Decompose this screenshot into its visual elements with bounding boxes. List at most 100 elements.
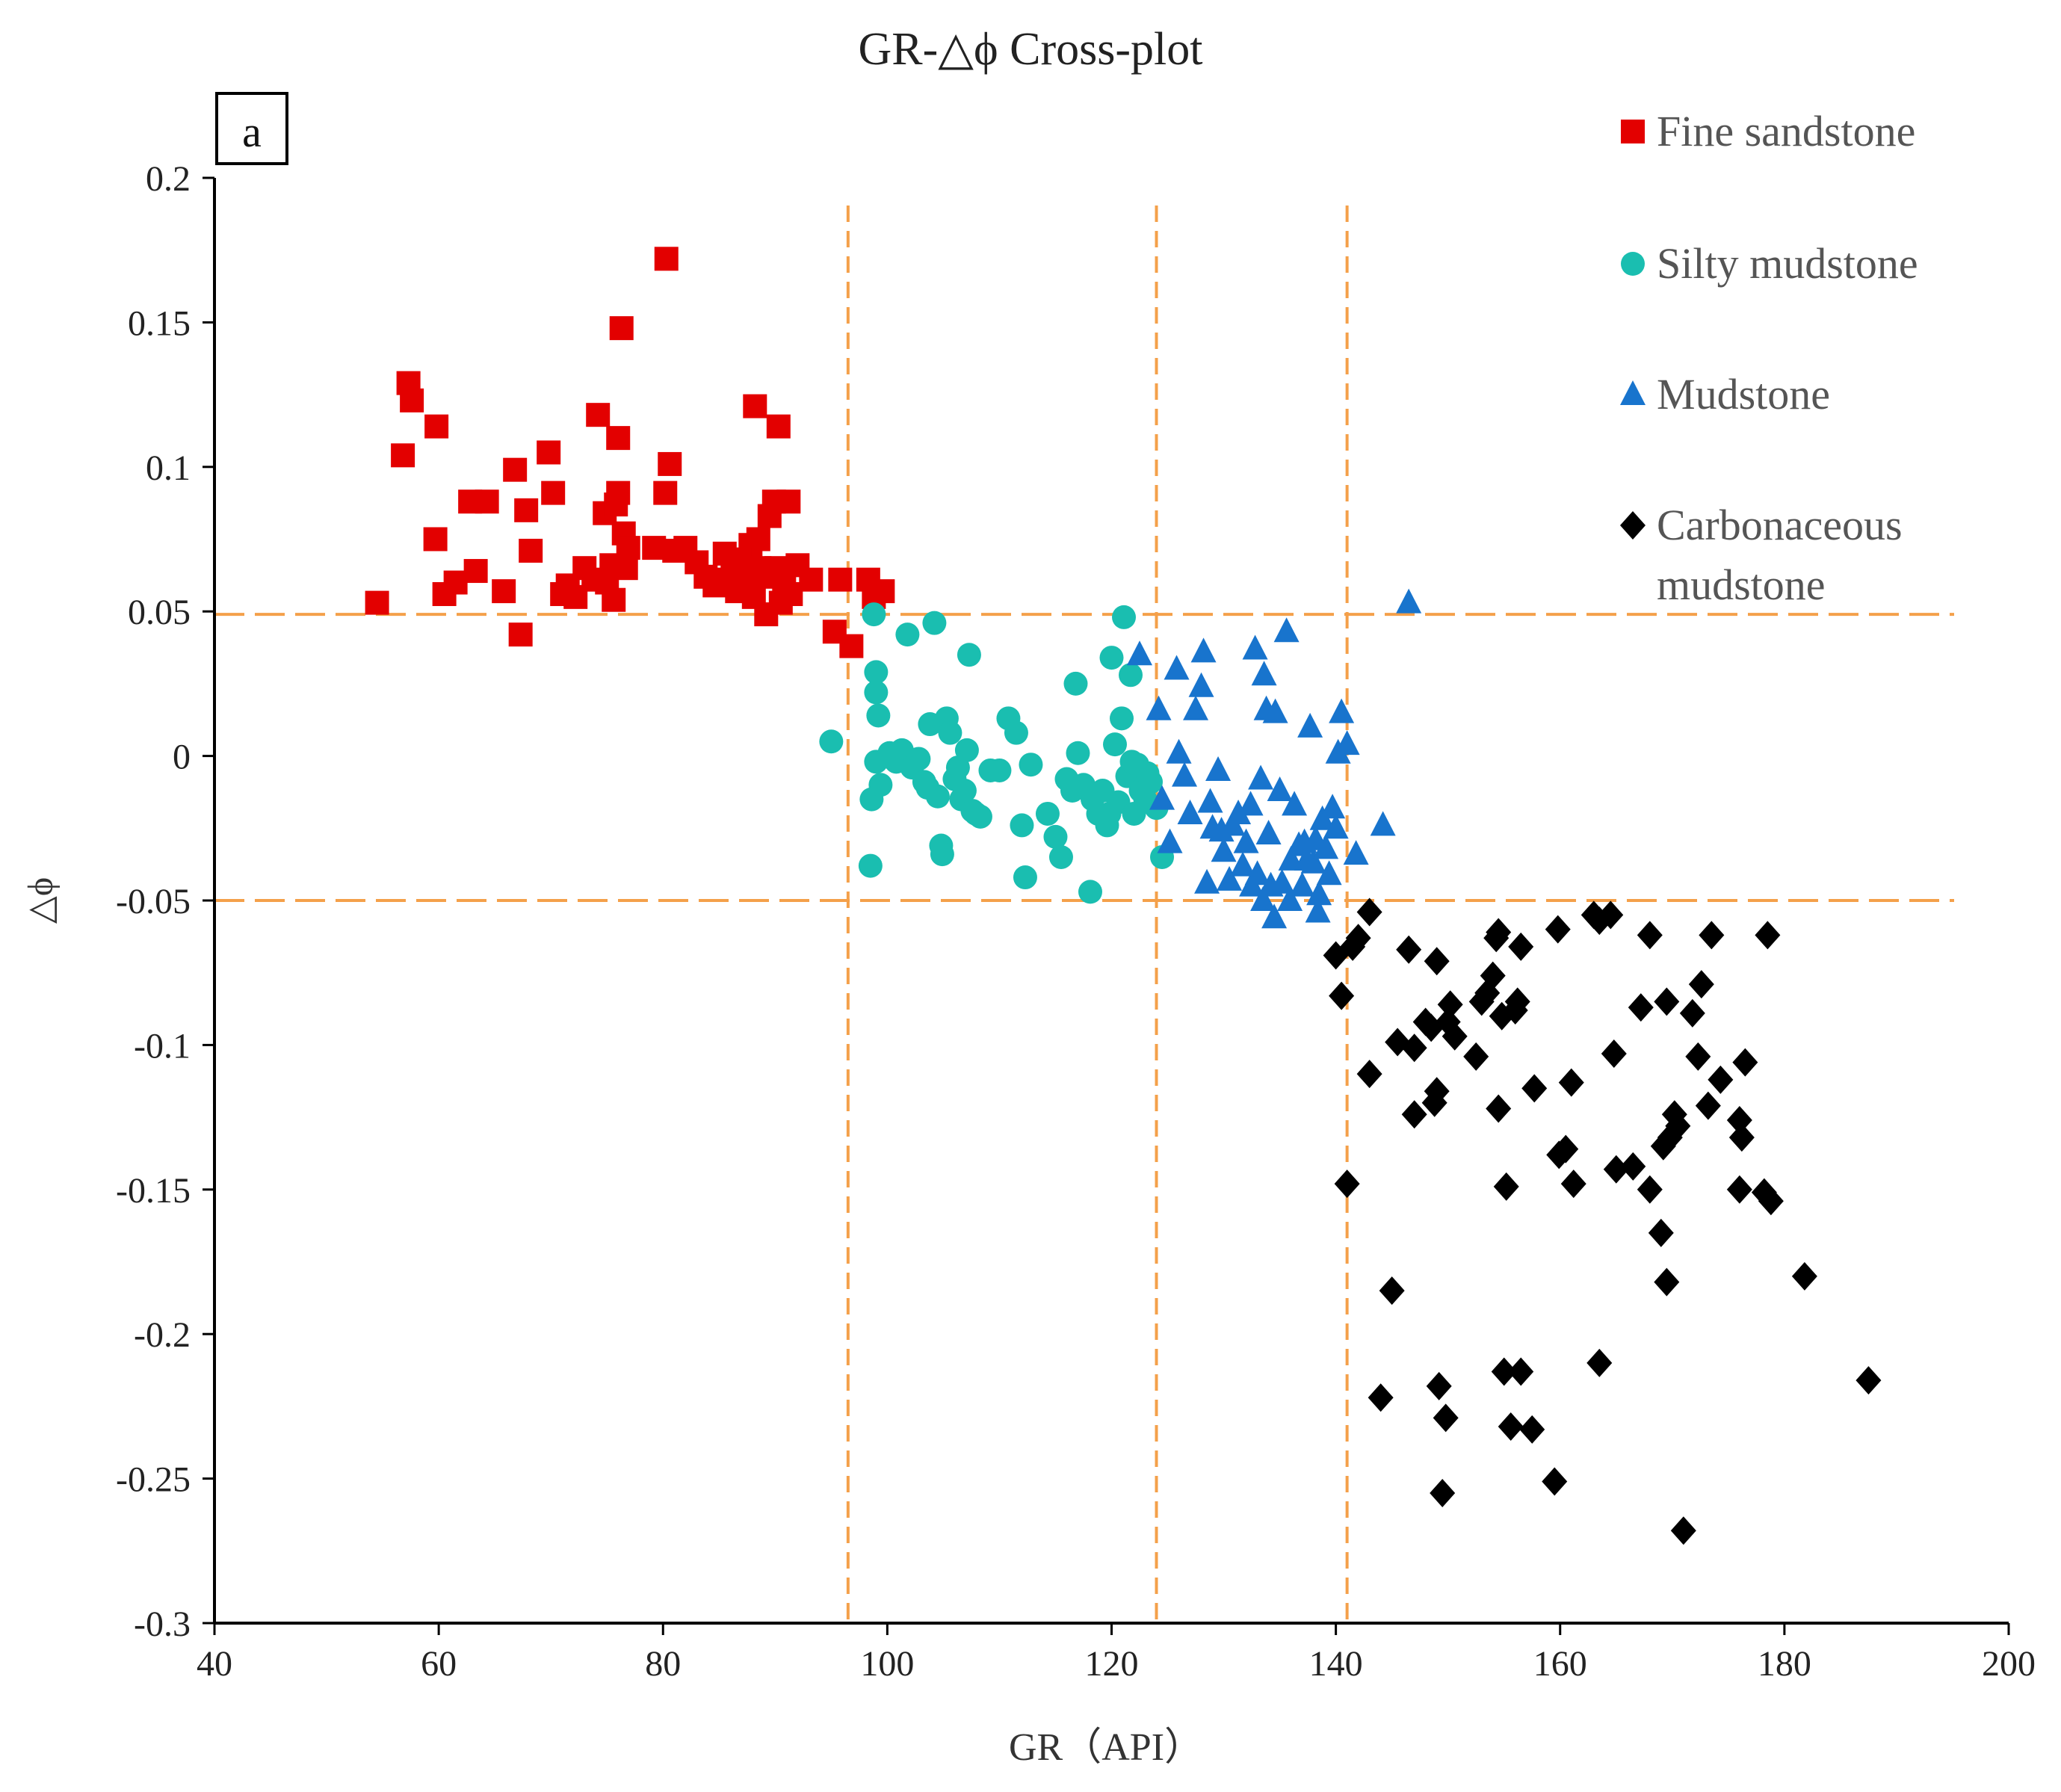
data-point-square <box>508 622 533 647</box>
data-point-square <box>537 440 561 465</box>
data-point-triangle <box>1282 791 1308 816</box>
data-point-triangle <box>1269 868 1295 894</box>
data-point-square <box>828 567 853 592</box>
y-tick-label: 0.2 <box>146 159 191 199</box>
y-tick-label: 0 <box>173 738 191 777</box>
data-point-triangle <box>1277 886 1303 911</box>
legend-marker-circle <box>1621 252 1645 276</box>
data-point-square <box>541 481 566 505</box>
data-point-triangle <box>1190 637 1217 663</box>
data-point-square <box>653 481 678 505</box>
data-point-square <box>606 426 631 451</box>
data-point-diamond <box>1521 1074 1548 1103</box>
data-point-square <box>391 443 415 468</box>
data-point-diamond <box>1424 947 1450 976</box>
y-tick-label: 0.15 <box>128 303 191 343</box>
x-tick-label: 160 <box>1533 1644 1587 1684</box>
x-tick-label: 180 <box>1758 1644 1811 1684</box>
data-point-triangle <box>1278 845 1304 871</box>
data-point-square <box>475 489 499 514</box>
data-point-circle <box>1004 720 1028 745</box>
data-point-triangle <box>1291 828 1317 853</box>
data-point-circle <box>866 703 891 728</box>
legend-label: mudstone <box>1657 560 1826 609</box>
data-point-circle <box>1043 824 1068 849</box>
y-tick-label: -0.2 <box>134 1315 191 1355</box>
data-point-triangle <box>1300 848 1326 874</box>
y-tick-label: 0.05 <box>128 593 191 632</box>
data-point-diamond <box>1637 921 1663 950</box>
data-point-circle <box>819 729 844 754</box>
data-point-diamond <box>1654 987 1680 1016</box>
data-point-circle <box>957 643 981 667</box>
data-point-diamond <box>1553 1134 1579 1164</box>
data-point-triangle <box>1343 840 1369 865</box>
data-point-diamond <box>1491 1357 1517 1386</box>
data-point-circle <box>1078 880 1102 904</box>
data-point-diamond <box>1728 1123 1755 1152</box>
data-point-triangle <box>1297 712 1323 738</box>
series-triangle <box>1127 588 1422 929</box>
data-point-circle <box>922 611 947 635</box>
data-point-triangle <box>1177 799 1203 824</box>
data-point-triangle <box>1188 672 1214 697</box>
x-tick-label: 40 <box>197 1644 232 1684</box>
data-point-diamond <box>1560 1170 1586 1199</box>
data-point-triangle <box>1242 634 1268 660</box>
data-point-circle <box>868 773 893 797</box>
y-tick-label: 0.1 <box>146 448 191 488</box>
y-tick-label: -0.25 <box>116 1460 191 1500</box>
data-point-circle <box>987 758 1012 782</box>
data-point-diamond <box>1791 1261 1817 1291</box>
data-point-diamond <box>1708 1065 1734 1094</box>
data-point-square <box>768 590 793 615</box>
data-point-triangle <box>1205 756 1232 781</box>
data-point-triangle <box>1226 799 1252 824</box>
data-point-diamond <box>1558 1068 1584 1097</box>
legend-label: Carbonaceous <box>1657 501 1903 549</box>
data-point-diamond <box>1685 1042 1711 1071</box>
data-point-diamond <box>1356 897 1382 927</box>
data-point-diamond <box>1688 970 1714 999</box>
x-tick-label: 120 <box>1085 1644 1139 1684</box>
data-point-circle <box>1112 605 1137 629</box>
data-point-square <box>602 587 626 612</box>
data-point-diamond <box>1433 1403 1459 1433</box>
data-point-diamond <box>1598 900 1624 930</box>
data-point-diamond <box>1368 1383 1394 1412</box>
data-point-triangle <box>1217 865 1243 891</box>
data-point-circle <box>925 784 950 809</box>
data-point-diamond <box>1356 1060 1382 1089</box>
data-point-triangle <box>1233 828 1259 853</box>
data-point-circle <box>1063 671 1088 696</box>
data-point-diamond <box>1486 918 1512 947</box>
data-point-circle <box>954 738 979 762</box>
data-point-diamond <box>1401 1034 1427 1063</box>
x-tick-label: 60 <box>421 1644 457 1684</box>
data-point-square <box>492 579 516 604</box>
data-point-diamond <box>1345 924 1371 953</box>
data-point-diamond <box>1758 1187 1784 1216</box>
data-point-diamond <box>1396 935 1422 964</box>
data-point-triangle <box>1208 817 1235 842</box>
data-point-square <box>616 536 640 560</box>
data-point-triangle <box>1329 698 1355 723</box>
data-point-triangle <box>1323 814 1349 839</box>
data-point-diamond <box>1670 1516 1696 1545</box>
data-point-circle <box>862 602 886 627</box>
data-point-diamond <box>1654 1267 1680 1297</box>
data-points <box>365 247 1882 1545</box>
data-point-diamond <box>1401 1100 1427 1129</box>
data-point-square <box>503 457 528 482</box>
data-point-diamond <box>1504 987 1530 1016</box>
data-point-triangle <box>1305 897 1331 923</box>
data-point-diamond <box>1855 1366 1882 1395</box>
series-diamond <box>1323 897 1882 1545</box>
tick-labels: 40 60 80 100 120 140 160 180 200 0.2 0.15 0.1 0.05 0 -… <box>116 159 2036 1684</box>
data-point-diamond <box>1586 1348 1613 1377</box>
data-point-square <box>586 403 611 427</box>
data-point-diamond <box>1732 1048 1758 1077</box>
data-point-diamond <box>1679 998 1705 1028</box>
data-point-diamond <box>1620 1152 1646 1181</box>
